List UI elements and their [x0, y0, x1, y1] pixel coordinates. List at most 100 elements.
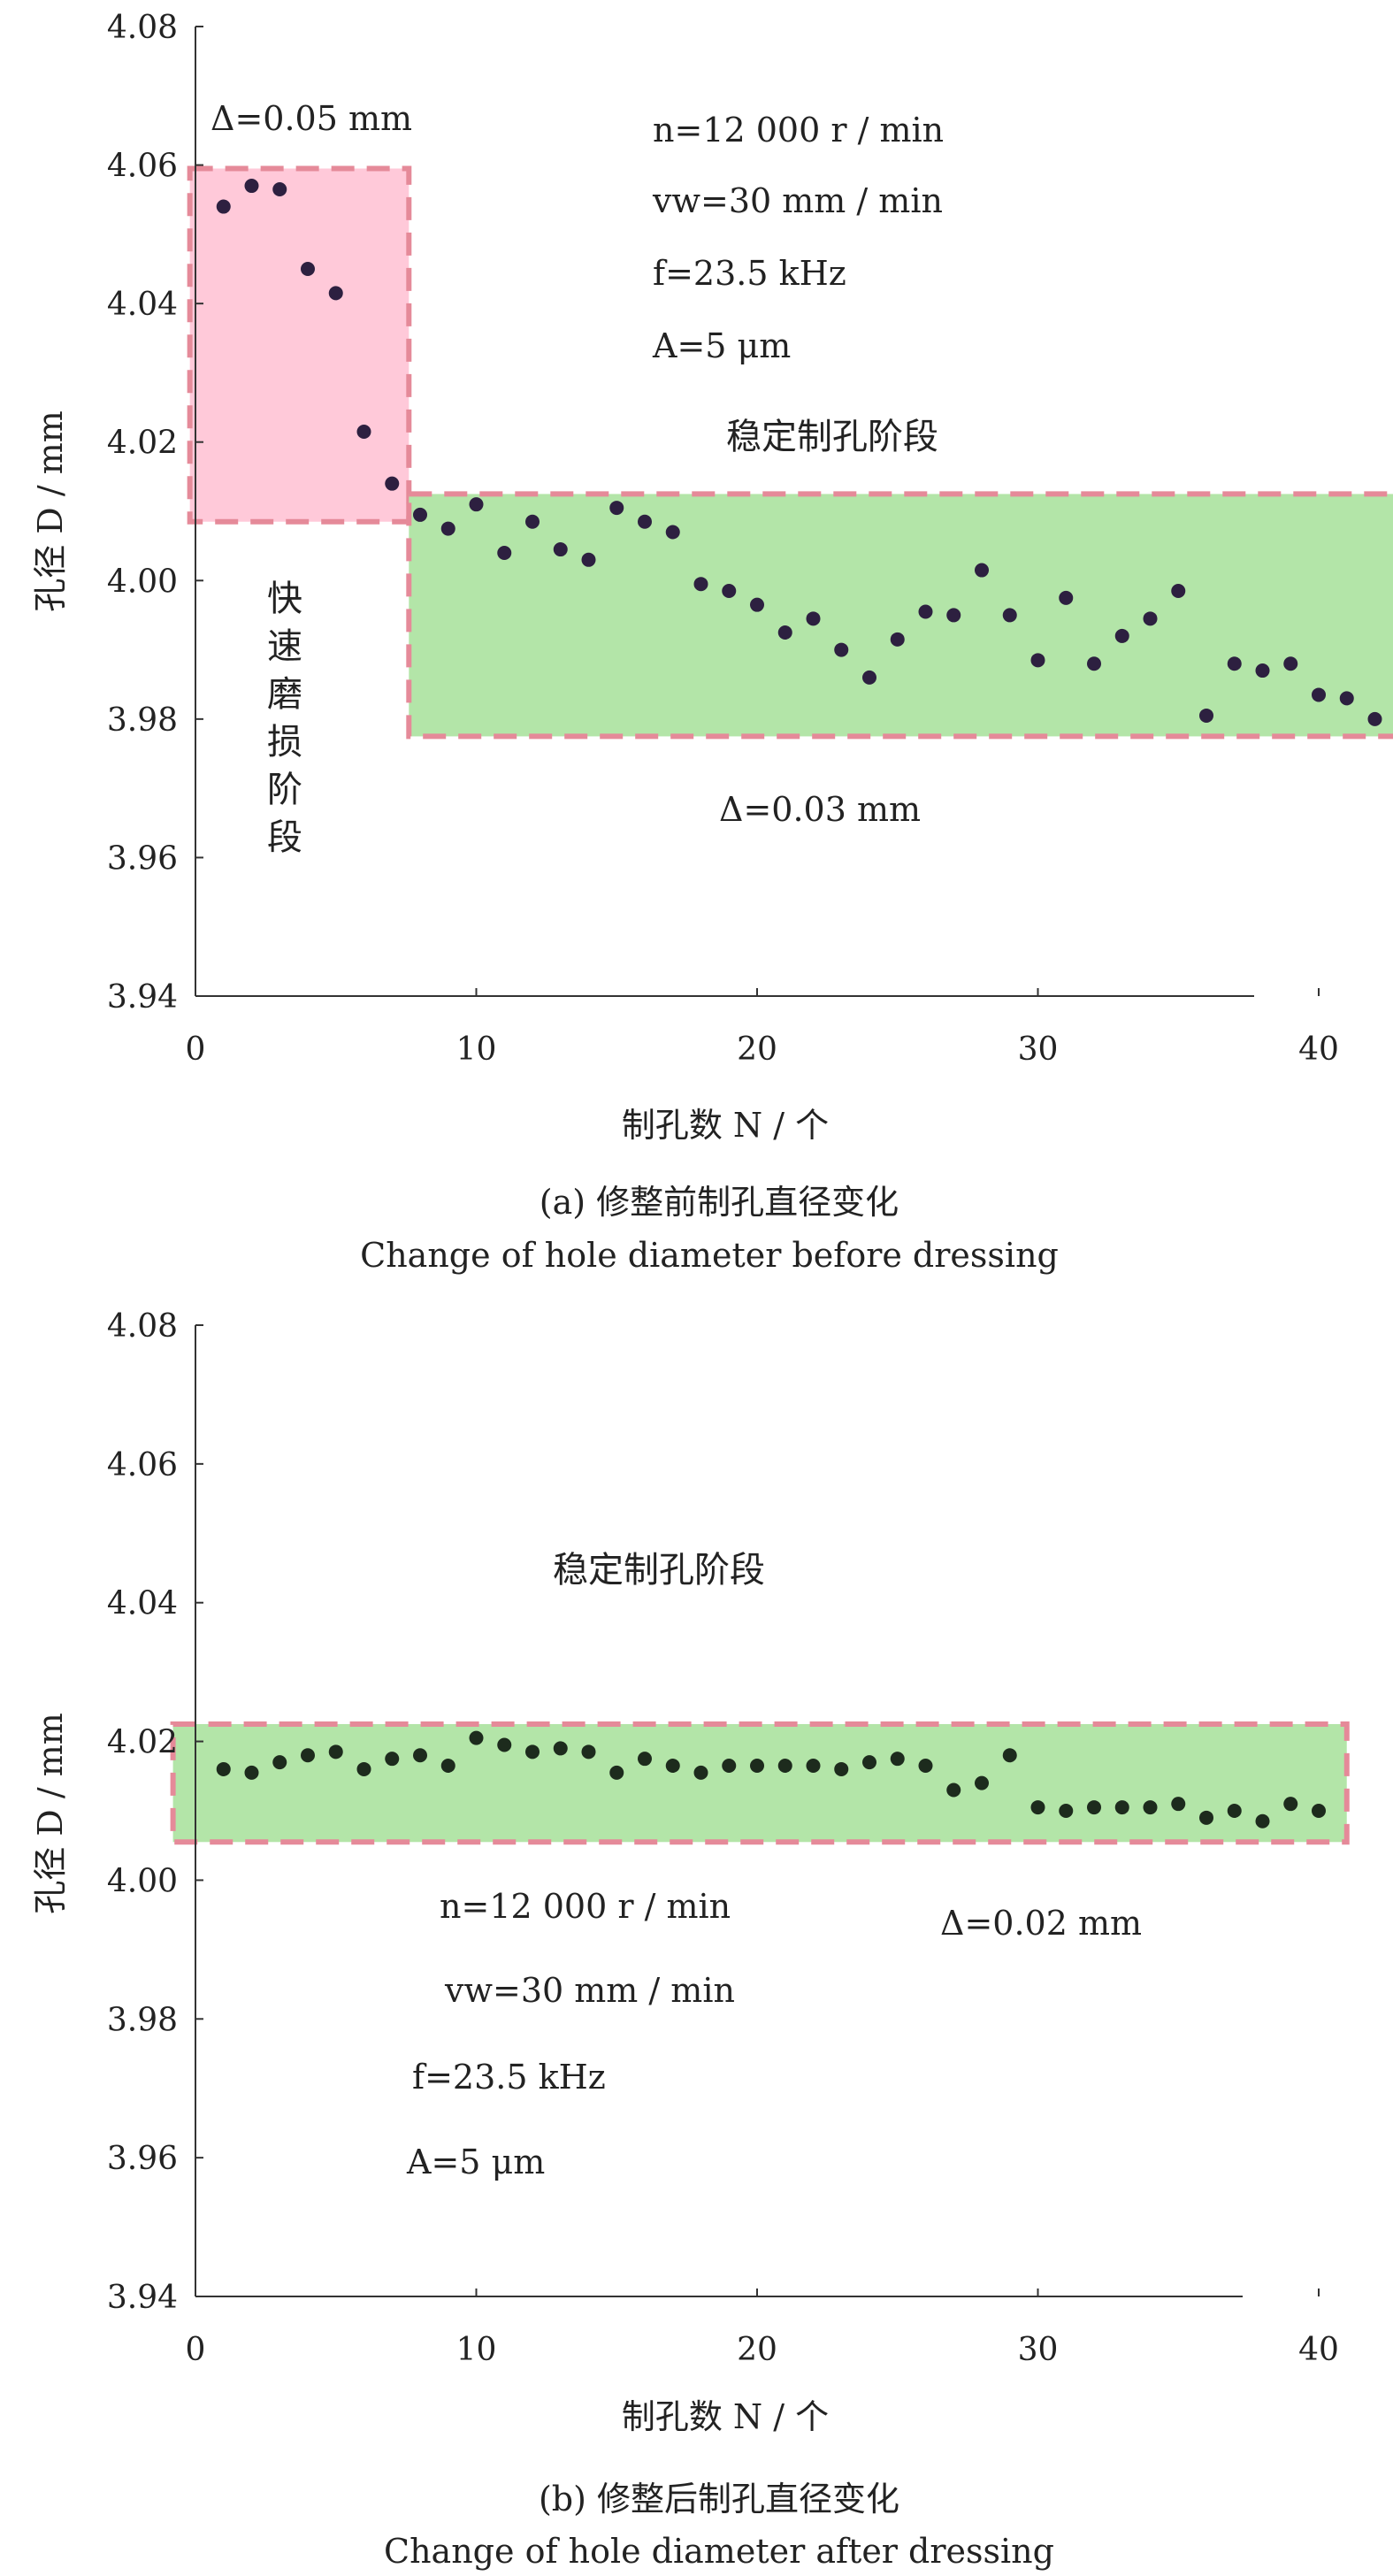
data-point — [413, 1748, 427, 1763]
x-tick-label: 0 — [186, 2332, 206, 2368]
highlight-region — [170, 1721, 1350, 1845]
data-point — [975, 1775, 989, 1790]
data-point — [525, 514, 540, 529]
data-point — [834, 1761, 849, 1776]
caption-en: Change of hole diameter after dressing — [384, 2532, 1054, 2571]
x-tick-label: 20 — [737, 2332, 777, 2368]
data-point — [272, 181, 287, 196]
data-point — [918, 604, 933, 619]
x-axis-label: 制孔数 N / 个 — [622, 1106, 829, 1145]
x-ticks: 0 10 20 30 40 — [186, 2288, 1339, 2368]
caption-cn: (a) 修整前制孔直径变化 — [540, 1183, 899, 1222]
data-point — [1143, 1800, 1158, 1815]
param-vw: vw=30 mm / min — [444, 1971, 735, 2010]
data-point — [1002, 608, 1017, 623]
data-point — [1171, 584, 1186, 599]
data-point — [525, 1744, 540, 1760]
data-point — [862, 1755, 876, 1770]
y-tick-label: 4.02 — [107, 426, 178, 462]
data-point — [1227, 1804, 1242, 1818]
y-tick-label: 3.94 — [107, 2280, 178, 2316]
data-point — [806, 1759, 821, 1774]
data-point — [413, 507, 427, 522]
data-point — [1312, 687, 1326, 702]
data-point — [1367, 711, 1382, 726]
param-n: n=12 000 r / min — [440, 1887, 731, 1926]
data-point — [665, 525, 680, 540]
data-point — [497, 545, 512, 560]
data-point — [440, 1759, 455, 1774]
data-point — [946, 1782, 961, 1798]
y-tick-label: 3.98 — [107, 702, 178, 739]
data-point — [1171, 1797, 1186, 1812]
data-point — [272, 1755, 287, 1770]
highlight-region — [406, 491, 1393, 740]
data-point — [777, 1759, 792, 1774]
data-point — [1143, 611, 1158, 626]
data-point — [216, 199, 231, 214]
delta-stable-label: Δ=0.03 mm — [719, 790, 921, 829]
data-point — [722, 1759, 737, 1774]
x-ticks: 0 10 20 30 40 — [186, 988, 1339, 1068]
data-point — [1114, 1800, 1129, 1815]
data-point — [777, 625, 792, 640]
data-point — [1199, 1810, 1213, 1825]
data-point — [609, 1765, 624, 1780]
data-point — [385, 1752, 400, 1767]
data-point — [638, 1752, 652, 1767]
y-tick-label: 4.06 — [107, 1447, 178, 1484]
stable-stage-label: 稳定制孔阶段 — [726, 417, 938, 457]
x-tick-label: 40 — [1298, 2332, 1339, 2368]
data-point — [1339, 691, 1354, 706]
data-point — [469, 497, 484, 512]
data-point — [328, 1744, 343, 1760]
x-tick-label: 10 — [456, 1031, 497, 1068]
x-tick-label: 30 — [1018, 1031, 1059, 1068]
data-point — [581, 552, 596, 567]
y-tick-label: 4.00 — [107, 1863, 178, 1899]
data-point — [693, 1765, 708, 1780]
param-a: A=5 μm — [406, 2143, 545, 2181]
highlight-regions — [187, 165, 1393, 740]
data-point — [946, 608, 961, 623]
data-point — [722, 584, 737, 599]
data-point — [356, 1761, 371, 1776]
data-point — [1255, 663, 1270, 678]
x-axis-label: 制孔数 N / 个 — [622, 2397, 829, 2436]
data-point — [1030, 653, 1045, 668]
data-point — [750, 1759, 764, 1774]
data-point — [693, 577, 708, 592]
data-point — [301, 1748, 315, 1763]
rapid-stage-label: 快速磨损阶段 — [261, 579, 302, 866]
data-points — [216, 1730, 1326, 1828]
data-point — [581, 1744, 596, 1760]
y-tick-label: 4.04 — [107, 287, 178, 323]
y-tick-label: 3.96 — [107, 2141, 178, 2177]
caption-en: Change of hole diameter before dressing — [360, 1236, 1059, 1275]
data-point — [862, 670, 876, 685]
data-points — [216, 179, 1382, 726]
data-point — [497, 1737, 512, 1752]
data-point — [975, 563, 989, 578]
data-point — [440, 521, 455, 536]
delta-stable-label: Δ=0.02 mm — [940, 1904, 1142, 1943]
x-tick-label: 40 — [1298, 1031, 1339, 1068]
y-tick-label: 4.02 — [107, 1725, 178, 1761]
data-point — [609, 501, 624, 516]
data-point — [1087, 1800, 1101, 1815]
data-point — [301, 262, 315, 276]
data-point — [1059, 590, 1074, 605]
data-point — [1030, 1800, 1045, 1815]
data-point — [1227, 656, 1242, 671]
data-point — [1283, 1797, 1298, 1812]
data-point — [1199, 708, 1213, 723]
chart-panel-b: 3.94 3.96 3.98 4.00 4.02 4.04 4.06 4.08 0 10 20 30… — [31, 1308, 1350, 2571]
x-tick-label: 10 — [456, 2332, 497, 2368]
chart-panel-a: 3.94 3.96 3.98 4.00 4.02 4.04 4.06 4.08 0 10 20 30… — [31, 10, 1393, 1275]
y-tick-label: 3.94 — [107, 979, 178, 1016]
param-f: f=23.5 kHz — [653, 254, 846, 293]
y-tick-label: 4.08 — [107, 10, 178, 46]
x-tick-label: 30 — [1018, 2332, 1059, 2368]
data-point — [553, 1741, 568, 1756]
data-point — [1312, 1804, 1326, 1818]
